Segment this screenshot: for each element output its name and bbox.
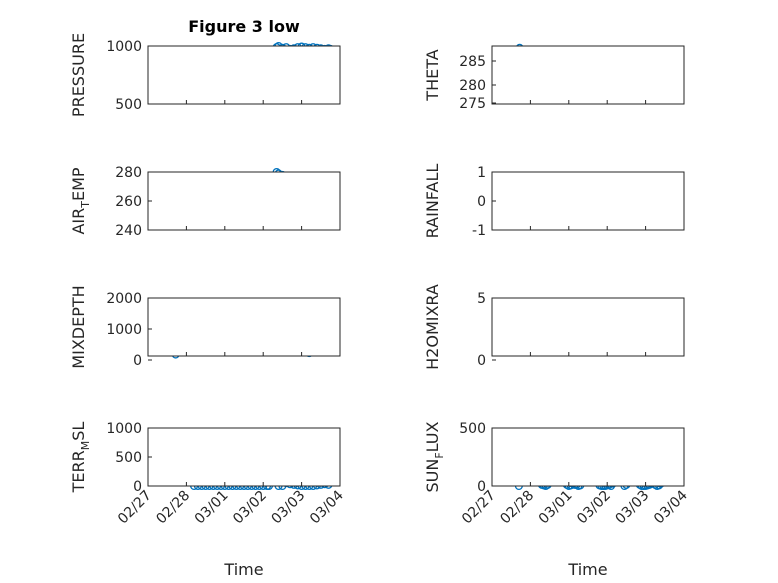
y-tick-label: 280	[459, 78, 486, 94]
y-tick-label: 240	[115, 223, 142, 239]
subplot-3: 1 0 -1 RAINFALL	[423, 164, 685, 239]
y-axis-label-main: PRESSURE	[69, 33, 88, 117]
y-axis-label-main: MIXDEPTH	[69, 285, 88, 368]
subplot-7: 500002/2702/2803/0103/0203/0303/04TimeSU…	[423, 421, 691, 579]
y-axis-label-tail: EMP	[69, 167, 88, 201]
y-tick-label: 500	[459, 421, 486, 437]
y-tick-label: 500	[115, 450, 142, 466]
x-tick-label: 03/04	[307, 487, 347, 527]
y-axis-label: AIRTEMP	[69, 167, 92, 234]
y-tick-label: 1000	[106, 322, 142, 338]
y-axis-label: SUNFLUX	[423, 421, 446, 492]
subplot-0: 1000 500 PRESSURE Figure 3 low	[69, 17, 341, 117]
x-tick-label: 02/28	[153, 488, 193, 528]
axes-box	[147, 427, 341, 487]
y-tick-label: 500	[115, 97, 142, 113]
subplot-1: 285 280 275 THETA	[423, 43, 685, 112]
y-tick-label: 275	[459, 96, 486, 112]
x-tick-label: 03/03	[269, 488, 309, 528]
axes-box	[147, 297, 341, 357]
chart-title: Figure 3 low	[188, 17, 300, 36]
y-axis-label: H2OMIXRA	[423, 284, 442, 370]
y-axis-label-main: SUN	[423, 459, 442, 493]
y-axis-label: THETA	[423, 49, 442, 101]
subplot-4: 2000 1000 0 MIXDEPTH	[69, 285, 341, 369]
y-axis-label: MIXDEPTH	[69, 285, 88, 368]
y-tick-label: 1000	[106, 39, 142, 55]
y-axis-label-main: AIR	[69, 208, 88, 235]
y-tick-label: 1	[477, 165, 486, 181]
x-tick-label: 03/02	[230, 488, 270, 528]
y-tick-label: 0	[133, 353, 142, 369]
subplot-6: 1000500002/2702/2803/0103/0203/0303/04Ti…	[69, 421, 347, 579]
y-tick-label: -1	[472, 223, 486, 239]
y-axis-label-subscript: F	[433, 452, 446, 458]
axes-box	[491, 297, 685, 357]
x-tick-label: 03/02	[574, 488, 614, 528]
y-tick-label: 0	[133, 479, 142, 495]
y-axis-label: PRESSURE	[69, 33, 88, 117]
y-axis-label: TERRMSL	[69, 422, 92, 494]
axes-box	[491, 427, 685, 487]
x-tick-label: 03/04	[651, 487, 691, 527]
y-axis-label-main: H2OMIXRA	[423, 284, 442, 370]
axes-box	[147, 45, 341, 105]
axes-box	[491, 45, 685, 105]
x-tick-label: 03/01	[192, 488, 232, 528]
y-axis-label-tail: SL	[69, 422, 88, 441]
x-tick-label: 03/01	[536, 488, 576, 528]
y-tick-label: 5	[477, 291, 486, 307]
y-axis-label-tail: LUX	[423, 421, 442, 452]
y-axis-label-main: RAINFALL	[423, 164, 442, 239]
subplot-2: 280 260 240 AIRTEMP	[69, 165, 341, 239]
y-tick-label: 2000	[106, 291, 142, 307]
subplot-5: 5 0 H2OMIXRA	[423, 284, 685, 370]
y-axis-label-main: THETA	[423, 49, 442, 101]
y-axis-label-main: TERR	[69, 450, 88, 493]
x-axis-label: Time	[567, 560, 607, 579]
y-tick-label: 0	[477, 353, 486, 369]
x-tick-label: 03/03	[613, 488, 653, 528]
x-tick-label: 02/28	[497, 488, 537, 528]
axes-box	[491, 171, 685, 231]
y-tick-label: 1000	[106, 421, 142, 437]
y-tick-label: 0	[477, 479, 486, 495]
y-axis-label: RAINFALL	[423, 164, 442, 239]
y-axis-label-subscript: T	[79, 201, 92, 209]
y-axis-label-subscript: M	[79, 441, 92, 451]
x-axis-label: Time	[223, 560, 263, 579]
axes-box	[147, 171, 341, 231]
y-tick-label: 260	[115, 194, 142, 210]
y-tick-label: 280	[115, 165, 142, 181]
y-tick-label: 0	[477, 194, 486, 210]
y-tick-label: 285	[459, 54, 486, 70]
